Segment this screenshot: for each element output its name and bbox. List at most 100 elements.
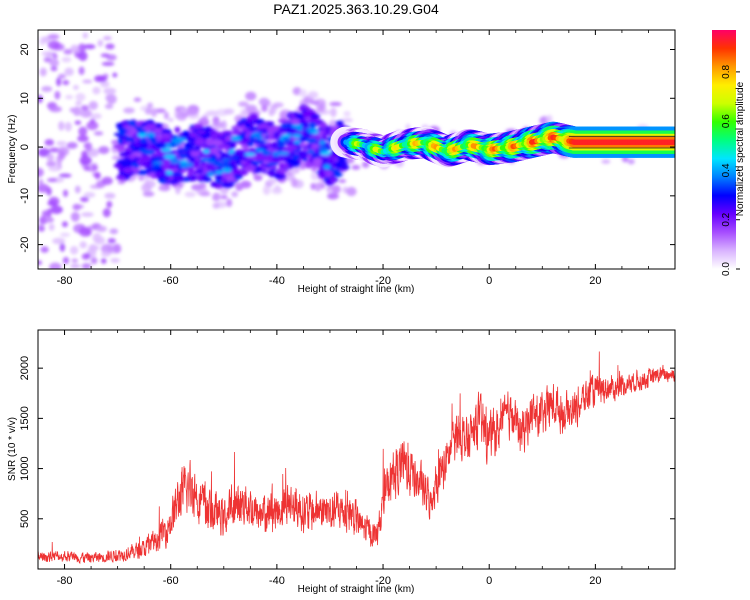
speckle-blob	[98, 146, 110, 155]
ridge-blob	[165, 166, 178, 170]
speckle-blob	[290, 177, 298, 188]
y-tick-label: 1000	[19, 456, 31, 480]
speckle-blob	[105, 43, 115, 50]
speckle-blob	[338, 178, 347, 184]
speckle-blob	[117, 180, 126, 185]
speckle-blob	[94, 172, 101, 180]
colorbar-label: Normalized spectral amplitude	[735, 81, 746, 216]
ridge-blob	[310, 143, 316, 151]
speckle-blob	[72, 203, 81, 211]
speckle-blob	[88, 100, 98, 110]
speckle-blob	[52, 53, 58, 59]
snr-plot-area	[38, 330, 675, 569]
spectrogram-x-ticks: -80 -60 -40 -20 0 20	[37, 30, 676, 287]
y-tick-label: 2000	[19, 356, 31, 380]
ridge-blob	[126, 130, 135, 135]
speckle-blob	[205, 110, 219, 117]
spectrogram-y-ticks: -20 -10 0 10 20	[19, 43, 675, 253]
ridge-blob	[195, 130, 206, 134]
speckle-blob	[50, 205, 63, 215]
speckle-blob	[90, 113, 102, 120]
speckle-blob	[100, 258, 107, 264]
speckle-blob	[82, 79, 93, 84]
ridge-blob	[210, 133, 218, 141]
ridge-blob	[277, 118, 290, 123]
ridge-blob	[319, 170, 326, 179]
ridge-blob	[232, 125, 240, 130]
speckle-blob	[78, 110, 86, 117]
ridge-blob	[254, 154, 264, 162]
ridge-blob	[231, 169, 241, 174]
ridge-blob	[299, 136, 305, 143]
ridge-core	[277, 143, 285, 148]
ridge-blob	[164, 176, 171, 181]
speckle-blob	[39, 216, 48, 225]
ridge-blob	[117, 144, 126, 152]
speckle-blob	[48, 223, 55, 231]
speckle-blob	[97, 39, 104, 47]
ridge-core	[178, 154, 188, 159]
colorbar-tick-label: 0.6	[721, 114, 732, 128]
ridge-blob	[222, 152, 231, 158]
speckle-blob	[69, 245, 79, 255]
ridge-core	[213, 162, 223, 168]
ridge-core	[221, 158, 230, 163]
speckle-blob	[56, 141, 67, 146]
speckle-blob	[75, 92, 86, 102]
speckle-blob	[40, 246, 49, 253]
speckle-blob	[49, 147, 60, 153]
speckle-blob	[142, 191, 155, 197]
ridge-core	[161, 148, 172, 153]
ridge-blob	[118, 131, 126, 136]
speckle-blob	[38, 167, 44, 178]
ridge-core	[306, 137, 318, 143]
speckle-blob	[61, 56, 72, 63]
ridge-core	[320, 151, 331, 156]
speckle-blob	[46, 208, 52, 218]
speckle-blob	[220, 194, 228, 200]
speckle-blob	[199, 192, 211, 197]
speckle-blob	[111, 155, 122, 161]
speckle-blob	[38, 225, 45, 232]
ridge-blob	[123, 167, 133, 174]
speckle-blob	[49, 262, 62, 269]
speckle-blob	[81, 253, 91, 260]
ridge-blob	[186, 137, 196, 142]
speckle-blob	[310, 171, 319, 181]
ridge-core	[255, 136, 265, 140]
ridge-core	[143, 149, 155, 155]
speckle-blob	[90, 257, 98, 265]
ridge-blob	[130, 162, 139, 168]
speckle-blob	[627, 158, 635, 165]
speckle-blob	[81, 212, 94, 217]
speckle-blob	[47, 40, 61, 50]
speckle-blob	[101, 176, 113, 185]
spectrogram-panel: -80 -60 -40 -20 0 20 -20 -10 0 10 20 Height of st…	[7, 29, 676, 295]
y-tick-label: -10	[19, 188, 31, 204]
colorbar-tick-label: 0.8	[721, 64, 732, 78]
speckle-blob	[261, 104, 268, 113]
speckle-blob	[104, 192, 116, 199]
speckle-blob	[44, 139, 55, 146]
speckle-blob	[102, 208, 111, 218]
speckle-blob	[57, 73, 66, 79]
speckle-blob	[61, 221, 68, 228]
speckle-blob	[65, 94, 74, 100]
speckle-blob	[38, 148, 51, 157]
speckle-blob	[133, 97, 142, 102]
speckle-blob	[113, 243, 122, 254]
speckle-blob	[83, 44, 96, 50]
speckle-blob	[90, 245, 100, 251]
speckle-blob	[38, 183, 50, 193]
ridge-blob	[290, 146, 299, 150]
speckle-blob	[213, 122, 225, 127]
ridge-blob	[309, 113, 321, 120]
ridge-blob	[122, 157, 133, 164]
speckle-blob	[327, 192, 339, 200]
speckle-blob	[101, 61, 115, 66]
x-tick-label: -60	[163, 575, 179, 587]
ridge-core	[272, 151, 280, 157]
coherent-ridge	[330, 121, 675, 168]
speckle-blob	[110, 258, 121, 263]
ridge-blob	[127, 120, 137, 127]
